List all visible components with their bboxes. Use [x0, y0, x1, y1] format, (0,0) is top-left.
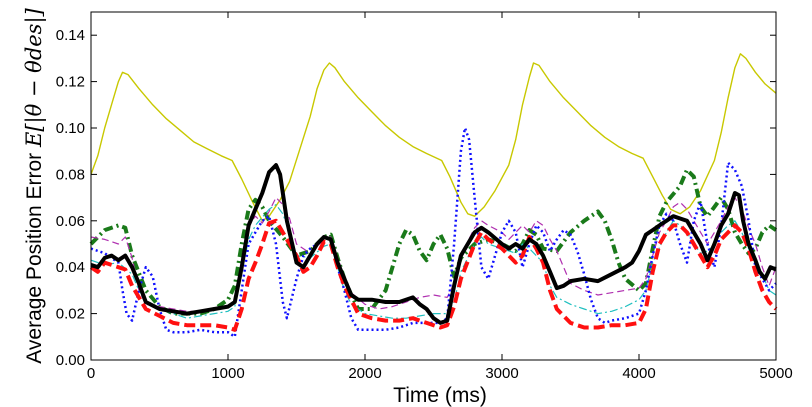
x-tick-label: 5000 [759, 365, 792, 382]
y-tick-label: 0.06 [56, 213, 85, 230]
y-axis-label-text: Average Position Error [23, 147, 46, 364]
series-line-blue [90, 126, 777, 339]
series-line-black [90, 163, 777, 325]
y-tick-label: 0.10 [56, 120, 85, 137]
x-tick-label: 0 [87, 365, 95, 382]
x-tick-label: 2000 [348, 365, 381, 382]
series-line-magenta [90, 197, 777, 312]
y-tick-label: 0.02 [56, 306, 85, 323]
series-line-green [89, 167, 778, 316]
x-tick-label: 1000 [211, 365, 244, 382]
x-tick-label: 3000 [485, 365, 518, 382]
y-tick-label: 0.12 [56, 74, 85, 91]
x-tick-label: 4000 [622, 365, 655, 382]
y-tick-label: 0.14 [56, 27, 85, 44]
y-tick-label: 0.04 [56, 259, 85, 276]
series-line-red [89, 218, 778, 332]
series-line-cyan [90, 204, 777, 319]
y-tick-label: 0.08 [56, 166, 85, 183]
y-tick-label: 0.00 [56, 352, 85, 369]
plot-area [89, 53, 778, 339]
y-axis-label: Average Position Error E[|θ − θdes|] [22, 7, 47, 363]
y-axis-label-math: E[|θ − θdes|] [22, 7, 47, 148]
series-line-yellow [90, 53, 777, 222]
axis-tick-labels: 0 1000 2000 3000 4000 5000 0.00 0.02 0.04 0.06 0.0… [56, 27, 793, 382]
axis-ticks [90, 12, 777, 361]
x-axis-label: Time (ms) [393, 384, 487, 407]
plot-frame [90, 11, 777, 361]
